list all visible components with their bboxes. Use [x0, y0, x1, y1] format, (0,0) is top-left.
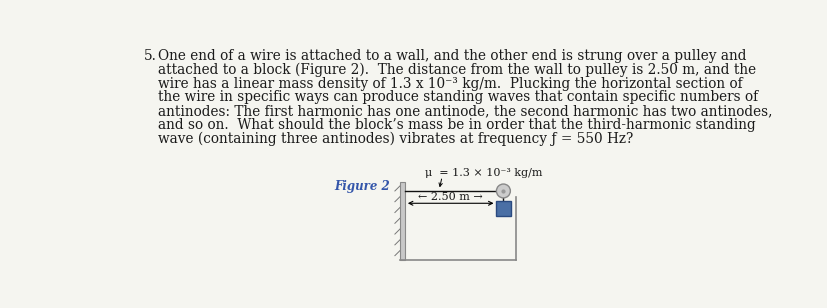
- Text: wave (containing three antinodes) vibrates at frequency ƒ = 550 Hz?: wave (containing three antinodes) vibrat…: [158, 132, 632, 146]
- Bar: [399, 182, 404, 260]
- Text: the wire in specific ways can produce standing waves that contain specific numbe: the wire in specific ways can produce st…: [158, 91, 757, 104]
- Text: wire has a linear mass density of 1.3 x 10⁻³ kg/m.  Plucking the horizontal sect: wire has a linear mass density of 1.3 x …: [158, 77, 742, 91]
- Text: 5.: 5.: [144, 49, 156, 63]
- Text: One end of a wire is attached to a wall, and the other end is strung over a pull: One end of a wire is attached to a wall,…: [158, 49, 745, 63]
- Text: ← 2.50 m →: ← 2.50 m →: [418, 192, 482, 202]
- Text: antinodes: The first harmonic has one antinode, the second harmonic has two anti: antinodes: The first harmonic has one an…: [158, 104, 772, 118]
- Circle shape: [496, 184, 509, 198]
- Text: and so on.  What should the block’s mass be in order that the third-harmonic sta: and so on. What should the block’s mass …: [158, 118, 754, 132]
- Text: Figure 2: Figure 2: [334, 180, 390, 193]
- Text: μ  = 1.3 × 10⁻³ kg/m: μ = 1.3 × 10⁻³ kg/m: [424, 168, 542, 178]
- Text: attached to a block (Figure 2).  The distance from the wall to pulley is 2.50 m,: attached to a block (Figure 2). The dist…: [158, 63, 755, 77]
- Bar: [495, 201, 510, 216]
